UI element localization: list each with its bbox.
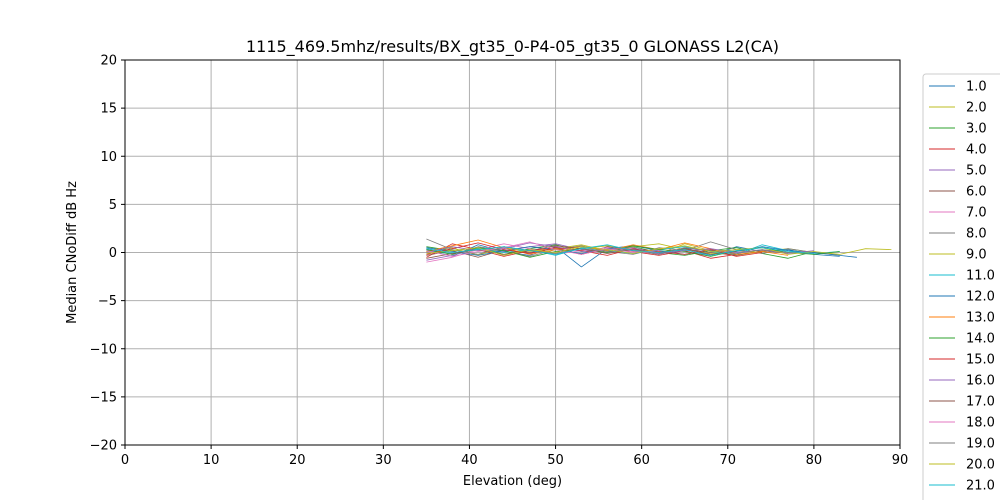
y-tick-label: 10	[100, 150, 117, 165]
legend-box	[922, 73, 1000, 500]
x-axis-label: Elevation (deg)	[463, 474, 562, 489]
x-tick-label: 20	[289, 453, 306, 468]
y-tick-label: −15	[90, 390, 117, 405]
legend-label: 15.0	[966, 353, 995, 368]
legend-label: 9.0	[966, 248, 987, 263]
legend-label: 14.0	[966, 332, 995, 347]
y-axis-ticks: 20 15 10 5 0 −5 −10 −15 −20	[90, 54, 125, 454]
series-group	[426, 238, 892, 268]
legend-label: 1.0	[966, 80, 987, 95]
legend-label: 6.0	[966, 185, 987, 200]
legend-label: 2.0	[966, 101, 987, 116]
legend-label: 21.0	[966, 479, 995, 494]
legend-label: 17.0	[966, 395, 995, 410]
x-axis-ticks: 0 10 20 30 40 50 60 70 80 90	[121, 445, 908, 468]
chart-title: 1115_469.5mhz/results/BX_gt35_0-P4-05_gt…	[246, 37, 779, 57]
legend-label: 5.0	[966, 164, 987, 179]
y-axis-label: Median CNoDiff dB Hz	[65, 181, 80, 324]
legend-label: 11.0	[966, 269, 995, 284]
legend-label: 3.0	[966, 122, 987, 137]
series-line-19-0	[426, 238, 814, 255]
x-tick-label: 40	[461, 453, 478, 468]
y-tick-label: −20	[90, 439, 117, 454]
legend-label: 19.0	[966, 437, 995, 452]
series-line-12-0	[426, 245, 857, 258]
y-tick-label: −5	[98, 294, 117, 309]
y-tick-label: 15	[100, 102, 117, 117]
y-tick-label: 20	[100, 54, 117, 69]
y-tick-label: 5	[109, 198, 117, 213]
x-tick-label: 90	[892, 453, 909, 468]
legend-label: 4.0	[966, 143, 987, 158]
x-tick-label: 60	[633, 453, 650, 468]
x-tick-label: 0	[121, 453, 129, 468]
x-tick-label: 10	[203, 453, 220, 468]
x-tick-label: 70	[720, 453, 737, 468]
series-line-20-0	[426, 245, 840, 256]
legend-label: 18.0	[966, 416, 995, 431]
series-line-21-0	[426, 244, 814, 256]
x-tick-label: 50	[547, 453, 564, 468]
y-tick-label: 0	[109, 246, 117, 261]
legend-label: 7.0	[966, 206, 987, 221]
legend: 1.0 2.0 3.0 4.0 5.0 6.0 7.0 8.0 9.0 11.0 12.0 13.0 1…	[922, 73, 1000, 500]
legend-label: 12.0	[966, 290, 995, 305]
y-tick-label: −10	[90, 342, 117, 357]
x-tick-label: 80	[806, 453, 823, 468]
legend-entries: 1.0 2.0 3.0 4.0 5.0 6.0 7.0 8.0 9.0 11.0 12.0 13.0 1…	[929, 80, 995, 494]
legend-label: 16.0	[966, 374, 995, 389]
x-tick-label: 30	[375, 453, 392, 468]
legend-label: 13.0	[966, 311, 995, 326]
legend-label: 20.0	[966, 458, 995, 473]
legend-label: 8.0	[966, 227, 987, 242]
